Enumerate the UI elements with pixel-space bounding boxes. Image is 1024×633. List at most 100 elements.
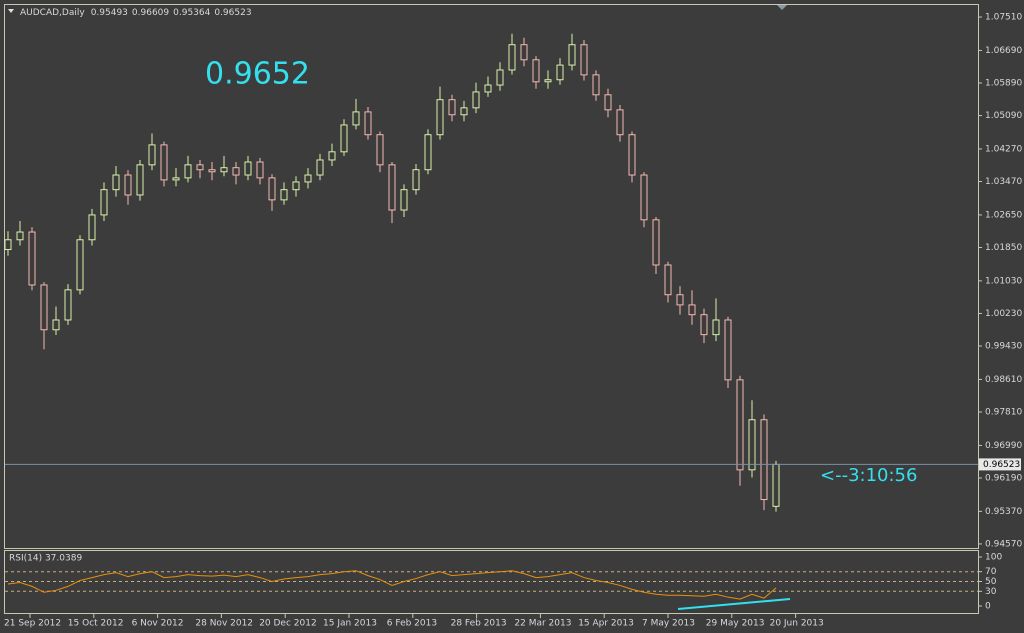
price-tag (979, 458, 1021, 471)
candle-body (184, 164, 192, 179)
candle-body (544, 79, 552, 83)
rsi-tick-label: 30 (985, 587, 997, 597)
x-tick-label: 20 Dec 2012 (259, 619, 317, 629)
candle-body (40, 284, 48, 331)
candle-body (556, 64, 564, 81)
candle-body (100, 189, 108, 216)
candle-body (460, 107, 468, 116)
menu-arrow[interactable] (8, 9, 14, 13)
price-annotation: 0.9652 (205, 57, 310, 92)
open: 0.95493 (91, 8, 128, 18)
candle-body (376, 134, 384, 166)
high: 0.96609 (132, 8, 169, 18)
candle-body (172, 177, 180, 181)
candle-body (316, 159, 324, 176)
candle-body (472, 91, 480, 109)
candle-body (388, 164, 396, 211)
rsi-tick-label: 50 (985, 577, 997, 587)
rsi-line (7, 570, 777, 600)
x-tick-label: 20 Jun 2013 (770, 619, 824, 629)
low: 0.95364 (173, 8, 210, 18)
candle-body (748, 419, 756, 471)
y-tick-label: 0.96990 (985, 441, 1022, 451)
y-tick-label: 1.02650 (985, 210, 1022, 220)
candle-body (352, 111, 360, 126)
x-tick-label: 15 Jan 2013 (323, 619, 377, 629)
x-tick-label: 21 Sep 2012 (4, 619, 61, 629)
candle-body (280, 189, 288, 201)
x-tick-label: 29 May 2013 (706, 619, 765, 629)
candle-body (436, 99, 444, 136)
candle-body (424, 134, 432, 171)
symbol: AUDCAD,Daily (20, 8, 85, 18)
rsi-tick-label: 70 (985, 567, 997, 577)
y-tick-label: 0.99430 (985, 342, 1022, 352)
shift-marker (777, 5, 787, 10)
candle-body (772, 463, 780, 507)
x-tick-label: 22 Mar 2013 (514, 619, 571, 629)
candle-body (760, 419, 768, 501)
candle-body (64, 289, 72, 321)
candle-body (28, 231, 36, 286)
candle-body (616, 109, 624, 136)
timer-annotation: <--3:10:56 (820, 465, 917, 486)
candle-body (400, 189, 408, 211)
candle-body (136, 164, 144, 196)
candle-body (664, 264, 672, 296)
candle-body (16, 231, 24, 241)
x-tick-label: 6 Nov 2012 (132, 619, 184, 629)
price-panel (4, 4, 979, 549)
candle-body (592, 74, 600, 96)
candle-body (448, 99, 456, 116)
y-tick-label: 1.07510 (985, 13, 1022, 23)
candle-body (724, 319, 732, 381)
y-tick-label: 1.05090 (985, 111, 1022, 121)
candle-body (124, 174, 132, 196)
candle-body (244, 161, 252, 176)
candle-body (148, 144, 156, 166)
y-tick-label: 0.96190 (985, 473, 1022, 483)
chart-header: AUDCAD,Daily 0.95493 0.96609 0.95364 0.96523 (20, 8, 252, 18)
y-tick-label: 1.00230 (985, 309, 1022, 319)
candle-body (412, 169, 420, 191)
x-tick-label: 15 Oct 2012 (68, 619, 124, 629)
y-tick-label: 1.05890 (985, 78, 1022, 88)
candle-body (268, 177, 276, 201)
candle-body (736, 379, 744, 471)
x-tick-label: 28 Nov 2012 (195, 619, 253, 629)
candle-body (640, 174, 648, 221)
y-tick-label: 0.95370 (985, 507, 1022, 517)
x-tick-label: 15 Apr 2013 (578, 619, 634, 629)
x-tick-label: 7 May 2013 (642, 619, 695, 629)
x-tick-label: 6 Feb 2013 (387, 619, 437, 629)
rsi-title: RSI(14) 37.0389 (9, 554, 82, 564)
candle-body (652, 219, 660, 266)
candle-body (160, 144, 168, 181)
candle-body (508, 44, 516, 71)
candle-body (304, 174, 312, 183)
price-tag-label: 0.96523 (983, 460, 1020, 470)
candle-body (700, 314, 708, 336)
y-tick-label: 0.98610 (985, 375, 1022, 385)
candle-body (52, 319, 60, 331)
candle-body (220, 167, 228, 173)
candle-body (4, 239, 12, 251)
close: 0.96523 (214, 8, 251, 18)
candle-body (256, 161, 264, 179)
candle-body (112, 174, 120, 191)
candle-body (604, 94, 612, 111)
rsi-tick-label: 100 (985, 553, 1002, 563)
y-tick-label: 0.94570 (985, 539, 1022, 549)
y-tick-label: 1.06690 (985, 46, 1022, 56)
y-tick-label: 1.04270 (985, 144, 1022, 154)
y-tick-label: 1.01850 (985, 243, 1022, 253)
y-tick-label: 1.03470 (985, 177, 1022, 187)
rsi-tick-label: 0 (985, 602, 991, 612)
candle-body (496, 69, 504, 86)
x-tick-label: 28 Feb 2013 (451, 619, 507, 629)
candle-body (88, 214, 96, 241)
candle-body (628, 134, 636, 176)
candle-body (364, 111, 372, 136)
candle-body (328, 151, 336, 161)
candle-body (196, 164, 204, 171)
